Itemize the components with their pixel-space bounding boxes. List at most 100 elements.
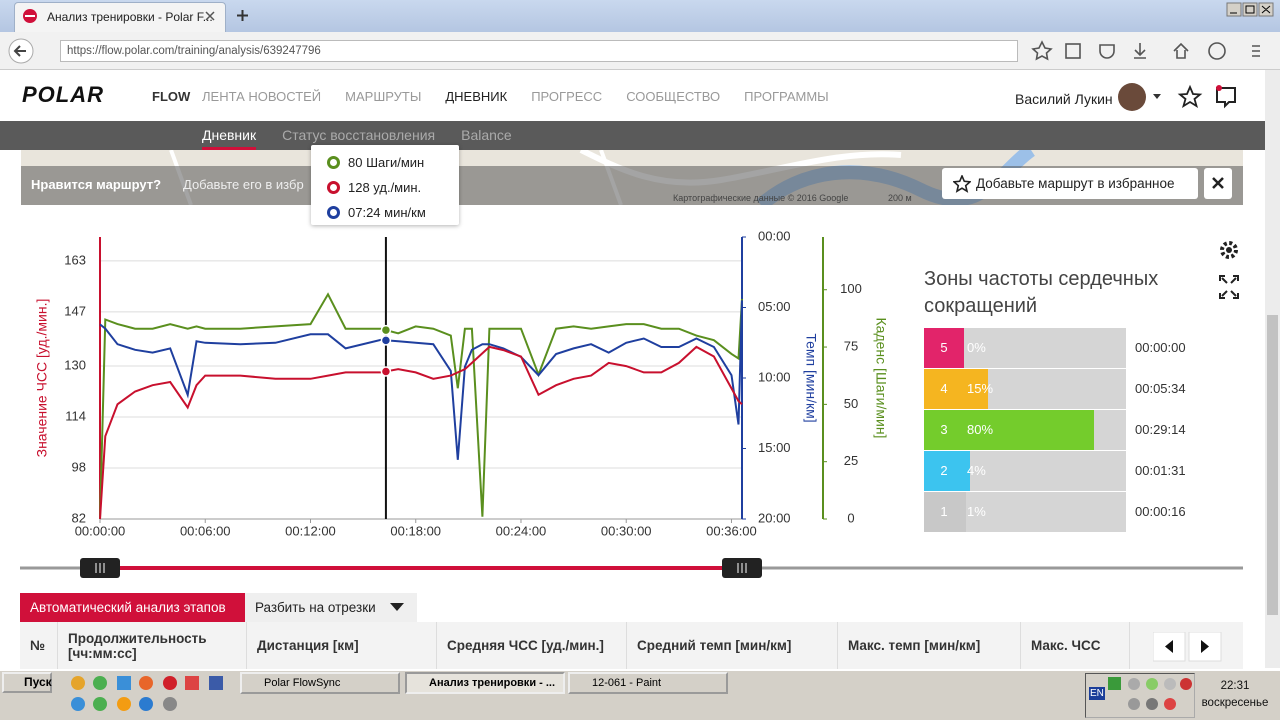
zone-row: 5 0% 00:00:00 [924, 328, 1224, 369]
column-header: Продолжительность [чч:мм:сс] [58, 622, 247, 669]
new-tab[interactable] [236, 9, 249, 22]
tooltip-dot [327, 156, 340, 169]
column-header: Макс. темп [мин/км] [838, 622, 1021, 669]
start-button[interactable]: Пуск [2, 672, 52, 693]
zone-percent: 4% [967, 463, 986, 478]
dropdown-arrow [390, 603, 404, 611]
zone-track [964, 451, 1126, 491]
y-tick-label: 98 [72, 459, 86, 474]
y-axis-title: Значение ЧСС [уд./мин.] [34, 299, 50, 458]
tooltip-text: 80 Шаги/мин [348, 155, 425, 170]
zone-number: 3 [924, 410, 964, 450]
zone-percent: 80% [967, 422, 994, 437]
series-line [99, 345, 743, 520]
quick-launch[interactable] [66, 673, 226, 717]
browser-tab[interactable]: Анализ тренировки - Polar F... [14, 2, 226, 32]
map-prompt: Нравится маршрут? [31, 177, 162, 192]
zones-title: Зоны частоты сердечных сокращений [924, 268, 1159, 317]
menu-item[interactable]: ЛЕНТА НОВОСТЕЙ [202, 89, 322, 104]
toolbar-icons[interactable] [1030, 40, 1260, 62]
table-pager[interactable] [1153, 632, 1223, 662]
menu-item[interactable]: ДНЕВНИК [445, 89, 508, 104]
favicon [23, 9, 37, 23]
tooltip-dot [327, 181, 340, 194]
chart-tools[interactable] [1216, 237, 1244, 303]
clock: 22:31 воскресенье [1195, 678, 1275, 712]
map-scale: 200 м [888, 193, 912, 203]
range-slider[interactable] [0, 550, 1260, 590]
series-line [99, 292, 743, 520]
y2-tick-label: 10:00 [758, 369, 791, 384]
language-indicator[interactable]: EN [1089, 687, 1105, 700]
tooltip-row: 80 Шаги/мин [327, 150, 459, 175]
split-tab[interactable]: Разбить на отрезки [245, 593, 417, 622]
zone-number: 2 [924, 451, 964, 491]
cursor-marker [380, 335, 392, 346]
map-close-button[interactable] [1204, 168, 1232, 199]
task-button[interactable]: Анализ тренировки - ... [405, 672, 565, 694]
y2-tick-label: 00:00 [758, 228, 791, 243]
x-tick-label: 00:12:00 [285, 523, 336, 538]
system-tray [1085, 673, 1195, 718]
tray-icons [1108, 677, 1192, 710]
column-header: Средняя ЧСС [уд./мин.] [437, 622, 627, 669]
zone-time: 00:00:00 [1135, 340, 1186, 355]
zone-bar [964, 410, 1094, 450]
series-line [99, 300, 743, 460]
back-button[interactable] [8, 38, 34, 64]
zone-time: 00:05:34 [1135, 381, 1186, 396]
zones-chart: 5 0% 00:00:00 4 15% 00:05:34 3 80% 00:29:14 2 4% 00… [924, 328, 1224, 533]
y-tick-label: 130 [64, 357, 86, 372]
x-tick-label: 00:00:00 [75, 523, 126, 538]
menu-item[interactable]: МАРШРУТЫ [345, 89, 422, 104]
submenu-item[interactable]: Balance [461, 127, 512, 143]
brand[interactable]: FLOW [152, 89, 191, 104]
zone-row: 4 15% 00:05:34 [924, 369, 1224, 410]
menu-item[interactable]: ПРОГРЕСС [531, 89, 603, 104]
laps-table-header: № Продолжительность [чч:мм:сс] Дистанция [… [20, 622, 1243, 669]
y-tick-label: 114 [65, 408, 86, 423]
close-icon [1212, 177, 1224, 189]
y-tick-label: 163 [64, 252, 86, 267]
tooltip-dot [327, 206, 340, 219]
cursor-marker [380, 366, 392, 377]
tooltip-row: 07:24 мин/км [327, 200, 459, 225]
zone-percent: 1% [967, 504, 986, 519]
y3-tick-label: 75 [844, 338, 858, 353]
zone-time: 00:01:31 [1135, 463, 1186, 478]
tooltip-text: 128 уд./мин. [348, 180, 422, 195]
chart-tooltip: 80 Шаги/мин 128 уд./мин. 07:24 мин/км [311, 145, 459, 225]
zone-percent: 0% [967, 340, 986, 355]
tab-close[interactable] [204, 10, 216, 22]
logo[interactable]: POLAR [22, 82, 104, 107]
header-icons[interactable] [1117, 82, 1242, 112]
laps-tab[interactable]: Автоматический анализ этапов [20, 593, 245, 622]
cursor-marker [380, 324, 392, 336]
site-header [0, 70, 1265, 121]
y3-tick-label: 0 [847, 510, 854, 525]
menu-item[interactable]: ПРОГРАММЫ [744, 89, 829, 104]
user-name[interactable]: Василий Лукин [1015, 91, 1113, 107]
column-header: № [20, 622, 58, 669]
window-controls[interactable] [1226, 2, 1276, 17]
url-field[interactable]: https://flow.polar.com/training/analysis… [60, 40, 1018, 62]
zone-number: 4 [924, 369, 964, 409]
zone-time: 00:29:14 [1135, 422, 1186, 437]
submenu-item[interactable]: Статус восстановления [282, 127, 436, 143]
submenu-item[interactable]: Дневник [202, 121, 257, 150]
training-chart[interactable]: 82 98 114 130 147 163 00:00 05:00 10:00 15:00 20:0… [0, 225, 910, 555]
zone-row: 2 4% 00:01:31 [924, 451, 1224, 492]
y3-tick-label: 50 [844, 396, 858, 411]
task-button[interactable]: Polar FlowSync [240, 672, 400, 694]
page-scrollbar[interactable] [1265, 70, 1280, 668]
map-attribution: Картографические данные © 2016 Google [673, 193, 849, 203]
task-button[interactable]: 12-061 - Paint [568, 672, 728, 694]
main-menu: ЛЕНТА НОВОСТЕЙ МАРШРУТЫ ДНЕВНИК ПРОГРЕСС СОО… [202, 89, 829, 104]
menu-item[interactable]: СООБЩЕСТВО [626, 89, 721, 104]
zone-bar [964, 492, 966, 532]
column-header: Дистанция [км] [247, 622, 437, 669]
zone-row: 3 80% 00:29:14 [924, 410, 1224, 451]
zone-bar [964, 369, 989, 409]
favorite-route-button[interactable]: Добавьте маршрут в избранное [942, 168, 1198, 199]
zone-track [964, 369, 1126, 409]
